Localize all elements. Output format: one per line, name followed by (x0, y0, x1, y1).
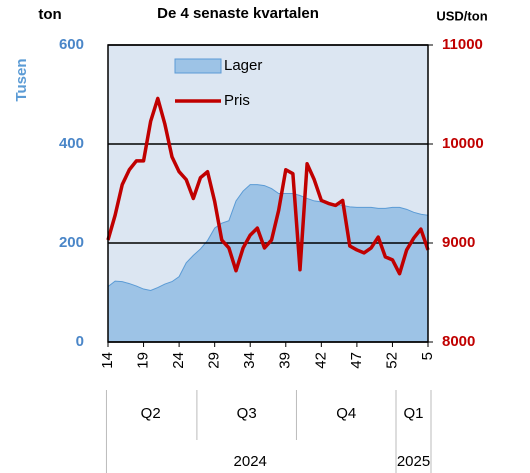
x-tick-label: 19 (135, 352, 152, 369)
group-label: Q2 (141, 405, 161, 422)
y-tick-label: 0 (76, 333, 84, 350)
y2-label: USD/ton (436, 8, 487, 23)
plot-border (107, 44, 429, 343)
chart-title: De 4 senaste kvartalen (157, 5, 319, 22)
y-tick-label: 600 (59, 36, 84, 53)
legend-label: Pris (224, 92, 250, 109)
x-tick-label: 34 (241, 352, 258, 369)
y2-tick-label: 11000 (442, 36, 483, 53)
y-unit: ton (38, 6, 61, 23)
group-label: Q4 (336, 405, 356, 422)
group-label: 2024 (234, 453, 267, 470)
x-tick-label: 29 (206, 352, 223, 369)
group-label: Q1 (403, 405, 423, 422)
legend-swatch (174, 58, 222, 74)
x-tick-label: 42 (312, 352, 329, 369)
y-tick-label: 400 (59, 135, 84, 152)
x-tick-label: 52 (383, 352, 400, 369)
x-tick-label: 24 (170, 352, 187, 369)
group-label: Q3 (237, 405, 257, 422)
x-tick-label: 14 (99, 352, 116, 369)
x-tick-label: 47 (348, 352, 365, 369)
y2-tick-label: 8000 (442, 333, 475, 350)
line (106, 96, 430, 276)
y-tick-label: 200 (59, 234, 84, 251)
group-label: 2025 (397, 453, 430, 470)
y2-tick-label: 10000 (442, 135, 484, 152)
x-tick-label: 39 (277, 352, 294, 369)
y2-tick-label: 9000 (442, 234, 475, 251)
legend-label: Lager (224, 57, 262, 74)
y-label: Tusen (13, 58, 30, 101)
x-tick-label: 5 (419, 352, 436, 360)
